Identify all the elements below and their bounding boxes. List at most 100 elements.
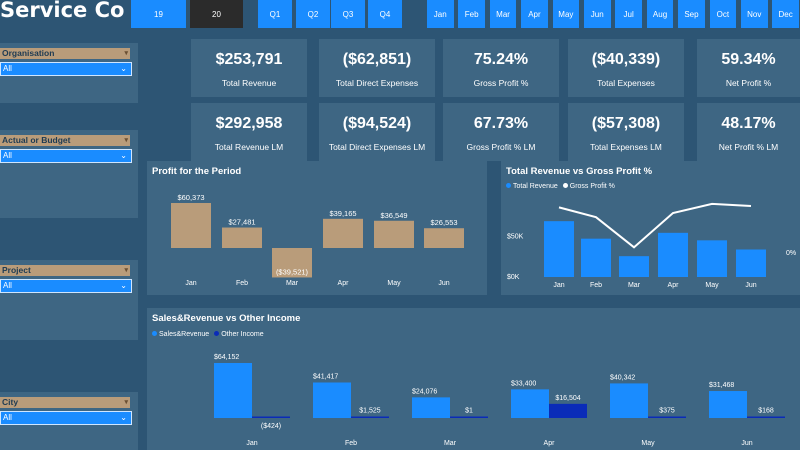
data-label: $24,076: [412, 388, 437, 395]
data-label: $168: [758, 408, 774, 415]
month-button-label: Sep: [684, 9, 699, 19]
month-button-jan[interactable]: Jan: [427, 0, 454, 28]
data-label: $60,373: [177, 193, 204, 202]
legend-label: Other Income: [221, 331, 264, 338]
revenue-bar: [581, 238, 611, 277]
x-tick-label: Jun: [745, 282, 756, 289]
profit-bar: [222, 227, 262, 248]
kpi-label: Net Profit % LM: [718, 142, 779, 152]
chevron-down-icon: ⌄: [120, 413, 127, 422]
revenue-gp-chart: $50K $0K 0% Jan Feb Mar Apr May Jun: [507, 202, 796, 289]
kpi-total-expenses-lm: ($57,308) Total Expenses LM: [568, 103, 684, 161]
city-dropdown[interactable]: All ⌄: [0, 411, 132, 425]
slicer-label-city: City ▾: [0, 397, 130, 408]
kpi-value: 59.34%: [721, 51, 776, 68]
quarter-button-q2[interactable]: Q2: [296, 0, 330, 28]
revenue-bar: [658, 232, 688, 277]
quarter-button-q3[interactable]: Q3: [331, 0, 365, 28]
data-label: $27,481: [228, 218, 255, 227]
legend-swatch: [562, 183, 568, 188]
x-tick-label: May: [387, 280, 401, 287]
chart-legend: Sales&Revenue Other Income: [152, 331, 264, 338]
kpi-value: 75.24%: [473, 51, 529, 68]
dropdown-value: All: [3, 281, 12, 290]
month-button-mar[interactable]: Mar: [489, 0, 517, 28]
kpi-total-revenue: $253,791 Total Revenue: [191, 39, 307, 97]
legend-item[interactable]: Gross Profit %: [562, 183, 615, 190]
x-tick-label: Jun: [438, 280, 449, 287]
kpi-value: ($40,339): [591, 51, 661, 68]
kpi-value: $292,958: [215, 115, 283, 132]
kpi-total-direct-expenses: ($62,851) Total Direct Expenses: [319, 39, 435, 97]
data-label: $31,468: [709, 382, 734, 389]
legend-item[interactable]: Sales&Revenue: [152, 331, 209, 338]
legend-item[interactable]: Other Income: [214, 331, 264, 338]
sales-revenue-bar: [214, 363, 252, 418]
kpi-total-direct-expenses-lm: ($94,524) Total Direct Expenses LM: [319, 103, 435, 161]
kpi-value: 67.73%: [473, 115, 529, 132]
data-label: $64,152: [214, 354, 239, 361]
dropdown-value: All: [3, 64, 12, 73]
year-button-20[interactable]: 20: [190, 0, 243, 28]
profit-bar: [272, 248, 312, 278]
chart-title: Profit for the Period: [152, 166, 242, 177]
kpi-value: ($94,524): [342, 115, 412, 132]
x-tick-label: Jan: [185, 280, 196, 287]
month-button-label: May: [558, 9, 574, 19]
month-button-label: Jan: [433, 9, 447, 19]
slicer-panel-city: City ▾ All ⌄: [0, 392, 138, 450]
year-button-label: 19: [154, 9, 163, 19]
kpi-label: Gross Profit %: [473, 78, 529, 88]
kpi-label: Net Profit %: [725, 78, 772, 88]
month-button-dec[interactable]: Dec: [772, 0, 799, 28]
data-label: $36,549: [380, 211, 407, 220]
x-tick-label: Feb: [590, 282, 602, 289]
slicer-panel-project: Project ▾ All ⌄: [0, 260, 138, 340]
x-tick-label: Apr: [668, 282, 680, 289]
slicer-label-text: Organisation: [2, 48, 55, 58]
actual-budget-dropdown[interactable]: All ⌄: [0, 149, 132, 163]
chart-title: Sales&Revenue vs Other Income: [152, 313, 301, 324]
month-button-label: Dec: [778, 9, 793, 19]
slicer-label-project: Project ▾: [0, 265, 130, 276]
project-dropdown[interactable]: All ⌄: [0, 279, 132, 293]
data-label: $40,342: [610, 374, 635, 381]
quarter-button-q4[interactable]: Q4: [368, 0, 402, 28]
profit-chart-panel: Profit for the Period $60,373 Jan $27,481 F…: [147, 161, 487, 295]
profit-chart: $60,373 Jan $27,481 Feb ($39,521) Mar $39,165 A…: [171, 193, 464, 287]
chevron-down-icon: ⌄: [120, 151, 127, 160]
month-button-feb[interactable]: Feb: [458, 0, 485, 28]
month-button-may[interactable]: May: [552, 0, 580, 28]
month-button-jun[interactable]: Jun: [584, 0, 611, 28]
chevron-down-icon: ▾: [124, 50, 128, 57]
chevron-down-icon: ▾: [124, 137, 128, 144]
month-button-label: Mar: [496, 9, 510, 19]
month-button-apr[interactable]: Apr: [521, 0, 548, 28]
month-button-jul[interactable]: Jul: [615, 0, 642, 28]
revenue-bar: [544, 221, 574, 277]
quarter-button-q1[interactable]: Q1: [258, 0, 292, 28]
legend-item[interactable]: Total Revenue: [506, 183, 558, 190]
legend-label: Total Revenue: [513, 183, 558, 190]
month-button-label: Apr: [528, 9, 541, 19]
kpi-label: Total Expenses LM: [590, 142, 662, 152]
kpi-label: Total Direct Expenses LM: [328, 142, 426, 152]
slicer-label-organisation: Organisation ▾: [0, 48, 130, 59]
other-income-bar: [351, 416, 389, 418]
sales-revenue-bar: [511, 389, 549, 418]
kpi-net-profit-pct: 59.34% Net Profit %: [697, 39, 800, 97]
sales-income-chart: $64,152 ($424) Jan $41,417 $1,525 Feb $24,076 $…: [214, 354, 785, 447]
year-button-19[interactable]: 19: [131, 0, 186, 28]
data-label: $1,525: [359, 408, 381, 415]
month-button-nov[interactable]: Nov: [741, 0, 768, 28]
month-button-sep[interactable]: Sep: [678, 0, 705, 28]
slicer-label-text: Actual or Budget: [2, 135, 71, 145]
month-button-oct[interactable]: Oct: [709, 0, 737, 28]
data-label: $1: [465, 408, 473, 415]
y-tick-label: $50K: [507, 233, 524, 240]
x-tick-label: May: [705, 282, 719, 289]
x-tick-label: Feb: [236, 280, 248, 287]
organisation-dropdown[interactable]: All ⌄: [0, 62, 132, 76]
x-tick-label: Apr: [338, 280, 350, 287]
month-button-aug[interactable]: Aug: [646, 0, 674, 28]
